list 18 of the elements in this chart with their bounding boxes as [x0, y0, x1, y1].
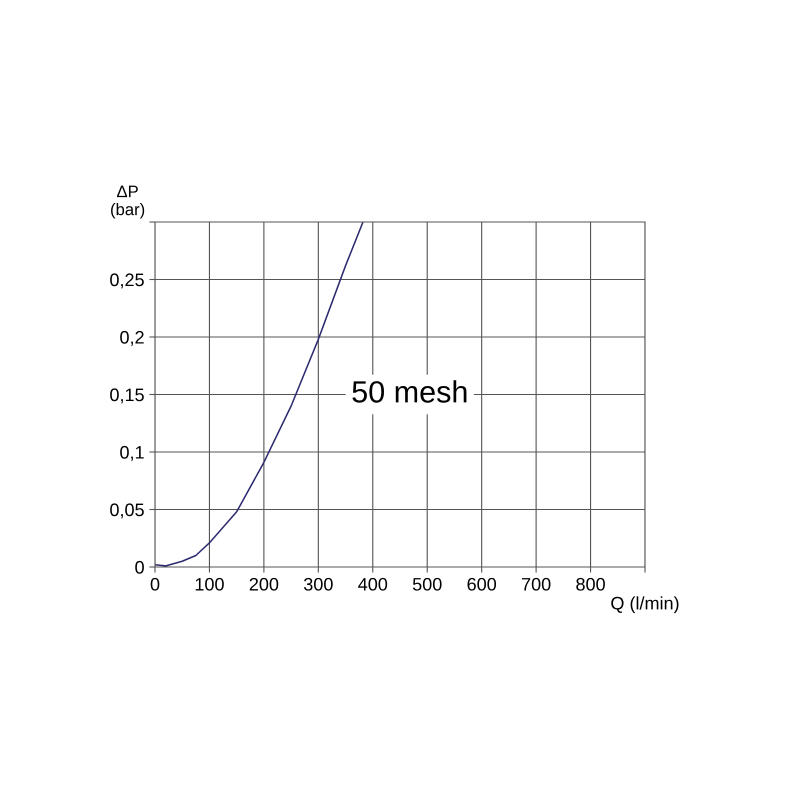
x-tick-label: 100: [196, 578, 224, 591]
annotation: 50 mesh: [352, 380, 466, 403]
y-tick-label: 0,2: [120, 330, 144, 346]
y-tick-label: 0,15: [110, 388, 144, 404]
y-tick-label: 0,1: [120, 446, 144, 461]
x-tick-label: 0: [150, 578, 160, 591]
x-tick-label: 300: [304, 578, 333, 591]
x-tick-label: 700: [522, 578, 550, 591]
x-tick-label: 200: [250, 578, 278, 591]
y-tick-label: 0,25: [110, 273, 144, 288]
x-tick-label: 400: [358, 578, 388, 591]
y-tick-label: 0: [135, 560, 144, 574]
y-tick-label: 0,05: [110, 503, 144, 518]
y-axis-title: ΔP (bar): [111, 186, 144, 219]
x-tick-label: 500: [412, 578, 442, 591]
x-tick-label: 800: [576, 578, 605, 591]
x-tick-label: 600: [468, 578, 496, 591]
x-axis-title: Q (l/min): [611, 596, 678, 614]
